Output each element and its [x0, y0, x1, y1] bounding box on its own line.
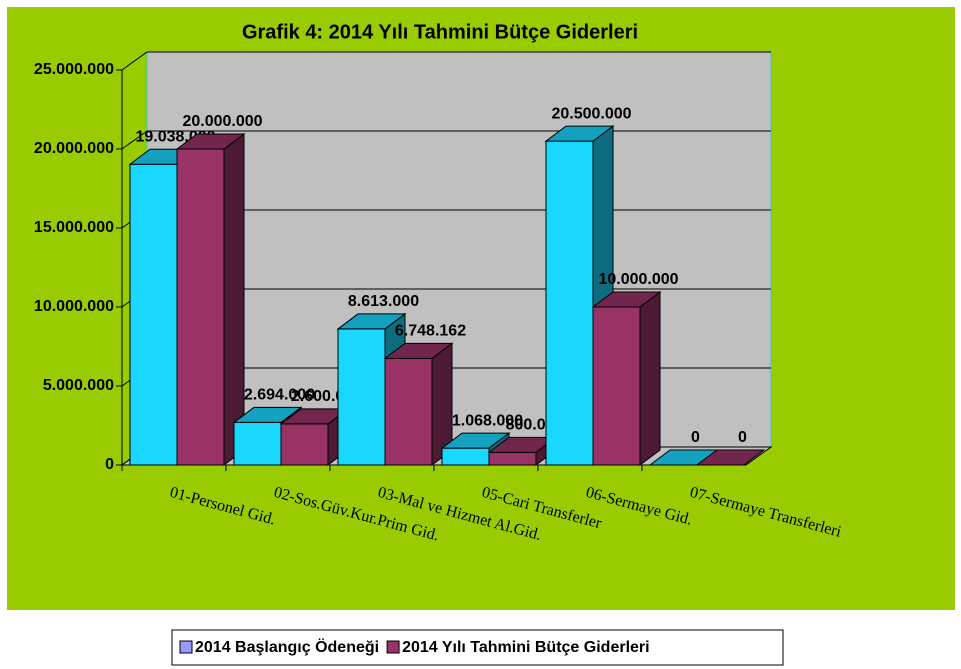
y-tick-label: 0 [105, 456, 114, 473]
legend [171, 629, 784, 666]
bar-front [280, 423, 329, 466]
value-label: 20.000.000 [182, 113, 262, 130]
bar-top [695, 449, 766, 466]
bar-front [545, 140, 594, 466]
y-tick-label: 20.000.000 [34, 140, 114, 157]
bar-side [639, 291, 661, 466]
bar-top [336, 313, 407, 330]
bar-front [441, 447, 490, 466]
bar-top [232, 406, 303, 423]
bar-front [592, 306, 641, 466]
y-tick-label: 25.000.000 [34, 61, 114, 78]
chart-title: Grafik 4: 2014 Yılı Tahmini Bütçe Giderl… [242, 21, 638, 43]
legend-label: 2014 Yılı Tahmini Bütçe Giderleri [402, 639, 650, 656]
bar-front [337, 328, 386, 466]
value-label: 1.068.000 [452, 412, 523, 429]
value-label: 8.613.000 [348, 293, 419, 310]
bar-front [384, 357, 433, 466]
value-label: 6.748.162 [395, 323, 466, 340]
value-label: 0 [738, 429, 747, 446]
legend-swatch [386, 640, 400, 654]
bar-side [223, 133, 245, 466]
bar-front [176, 148, 225, 466]
y-tick-label: 10.000.000 [34, 298, 114, 315]
bar [487, 436, 558, 466]
grid-line [121, 51, 771, 71]
bar-top [175, 133, 246, 150]
bar-front [233, 421, 282, 466]
bar-front [488, 451, 537, 466]
bar [591, 291, 662, 466]
y-tick-label: 15.000.000 [34, 219, 114, 236]
bar [175, 133, 246, 466]
bar [695, 449, 766, 466]
legend-swatch [179, 640, 193, 654]
bar [383, 342, 454, 466]
bar-front [129, 163, 178, 466]
bar-top [383, 342, 454, 359]
value-label: 0 [691, 429, 700, 446]
bar-top [544, 125, 615, 142]
legend-label: 2014 Başlangıç Ödeneği [195, 637, 379, 656]
bar-top [591, 291, 662, 308]
value-label: 20.500.000 [551, 105, 631, 122]
bar-top [440, 432, 511, 449]
y-tick-label: 5.000.000 [43, 377, 114, 394]
value-label: 10.000.000 [598, 271, 678, 288]
value-label: 2.694.000 [244, 387, 315, 404]
